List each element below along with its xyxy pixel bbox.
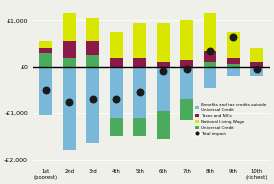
Bar [133,23,146,58]
Bar [133,58,146,67]
Point [231,35,236,38]
Bar [204,51,216,62]
Bar [227,67,240,76]
Bar [110,67,123,118]
Bar [133,67,146,118]
Bar [86,55,99,67]
Bar [39,41,52,48]
Bar [250,62,263,67]
Bar [227,58,240,64]
Bar [227,64,240,67]
Bar [39,48,52,53]
Bar [157,23,170,62]
Bar [204,62,216,67]
Bar [157,111,170,139]
Point [44,89,48,91]
Bar [86,41,99,55]
Point [67,100,72,103]
Point [90,98,95,101]
Bar [204,13,216,51]
Bar [63,67,76,150]
Legend: Benefits and tax credits outside
Universal Credit, Taxes and NICs, National Livi: Benefits and tax credits outside Univers… [193,101,268,137]
Bar [39,53,52,67]
Point [138,91,142,94]
Bar [180,99,193,120]
Bar [63,58,76,67]
Point [161,70,165,73]
Bar [63,41,76,58]
Bar [250,67,263,76]
Bar [180,67,193,99]
Bar [227,32,240,58]
Bar [39,67,52,116]
Bar [86,18,99,41]
Bar [86,67,99,143]
Bar [63,13,76,41]
Bar [110,58,123,67]
Point [255,68,259,71]
Point [114,98,118,101]
Bar [180,60,193,67]
Bar [110,32,123,58]
Point [208,49,212,52]
Point [184,68,189,71]
Bar [133,118,146,136]
Bar [110,118,123,136]
Bar [204,67,216,88]
Bar [157,67,170,111]
Bar [180,20,193,60]
Bar [250,48,263,62]
Bar [157,62,170,67]
